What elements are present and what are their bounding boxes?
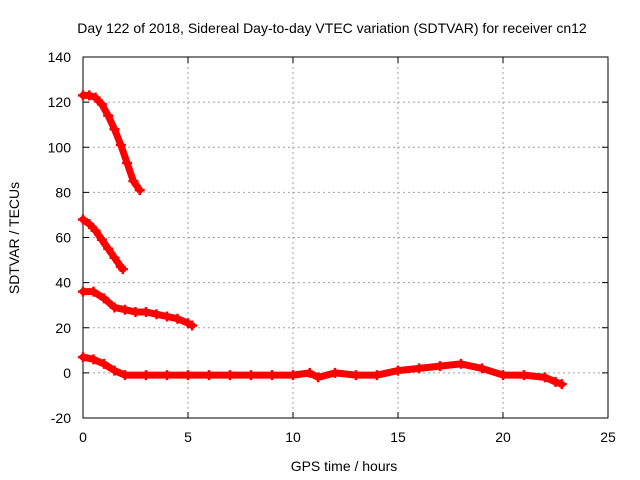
data-point [115,139,126,150]
x-tick-label: 20 [495,429,511,445]
y-tick-label: 100 [48,139,72,155]
data-layer [78,90,567,390]
data-point [225,370,235,381]
chart-title: Day 122 of 2018, Sidereal Day-to-day VTE… [77,20,587,36]
data-point [141,370,151,381]
data-point [78,286,88,297]
data-point [90,92,101,103]
data-point [122,158,133,169]
y-tick-label: -20 [51,410,71,426]
data-point [540,372,550,383]
data-point [78,352,88,363]
data-point [117,264,128,275]
data-point [246,370,256,381]
data-point [103,243,114,254]
series-band [79,353,566,388]
data-point [304,367,315,378]
data-point [78,214,88,225]
x-tick-label: 0 [79,429,87,445]
data-point [267,370,277,381]
data-point [103,110,114,121]
y-tick-label: 80 [55,184,71,200]
data-point [313,372,324,383]
data-point [456,358,466,369]
data-point [109,252,120,263]
data-point [84,218,95,229]
y-axis-title: SDTVAR / TECUs [6,182,22,294]
x-tick-label: 10 [285,429,301,445]
data-point [498,370,508,381]
data-point [477,363,487,374]
data-point [519,370,529,381]
data-point [134,185,145,196]
data-point [414,363,424,374]
data-point [96,99,107,110]
data-point [88,286,99,297]
data-point [120,370,130,381]
series-band [79,288,196,329]
x-tick-label: 25 [600,429,616,445]
data-point [128,176,139,187]
y-tick-label: 120 [48,94,72,110]
data-point [99,293,109,304]
x-axis-title: GPS time / hours [291,458,398,474]
data-point [88,354,99,365]
y-tick-label: 40 [55,275,71,291]
data-point [187,320,198,331]
series-track-3 [78,286,198,331]
data-point [183,370,193,381]
data-point [204,370,214,381]
data-point [162,370,172,381]
data-point [372,370,382,381]
y-tick-label: 0 [63,365,71,381]
data-point [109,302,120,313]
data-point [99,358,109,369]
data-point [556,379,567,390]
series-track-2 [78,214,128,275]
data-point [435,361,445,372]
data-point [130,306,141,317]
data-point [550,376,561,387]
y-tick-label: 60 [55,230,71,246]
data-point [162,311,172,322]
data-point [109,365,120,376]
data-point [96,234,107,245]
data-point [172,313,183,324]
data-point [351,370,361,381]
y-tick-label: 20 [55,320,71,336]
data-point [330,367,340,378]
axis-ticks: 0 5 10 15 20 25 -20 0 20 40 60 80 100 120 140 [48,49,616,445]
x-tick-label: 5 [184,429,192,445]
data-point [90,225,101,236]
data-point [109,124,120,135]
data-point [151,309,162,320]
series-track-4 [78,352,567,390]
series-track-1 [78,90,145,196]
x-tick-label: 15 [390,429,406,445]
grid [83,57,608,418]
y-tick-label: 140 [48,49,72,65]
data-point [84,90,95,101]
series-band [79,91,144,194]
data-point [120,304,130,315]
data-point [393,365,403,376]
data-point [141,306,151,317]
data-point [288,370,298,381]
